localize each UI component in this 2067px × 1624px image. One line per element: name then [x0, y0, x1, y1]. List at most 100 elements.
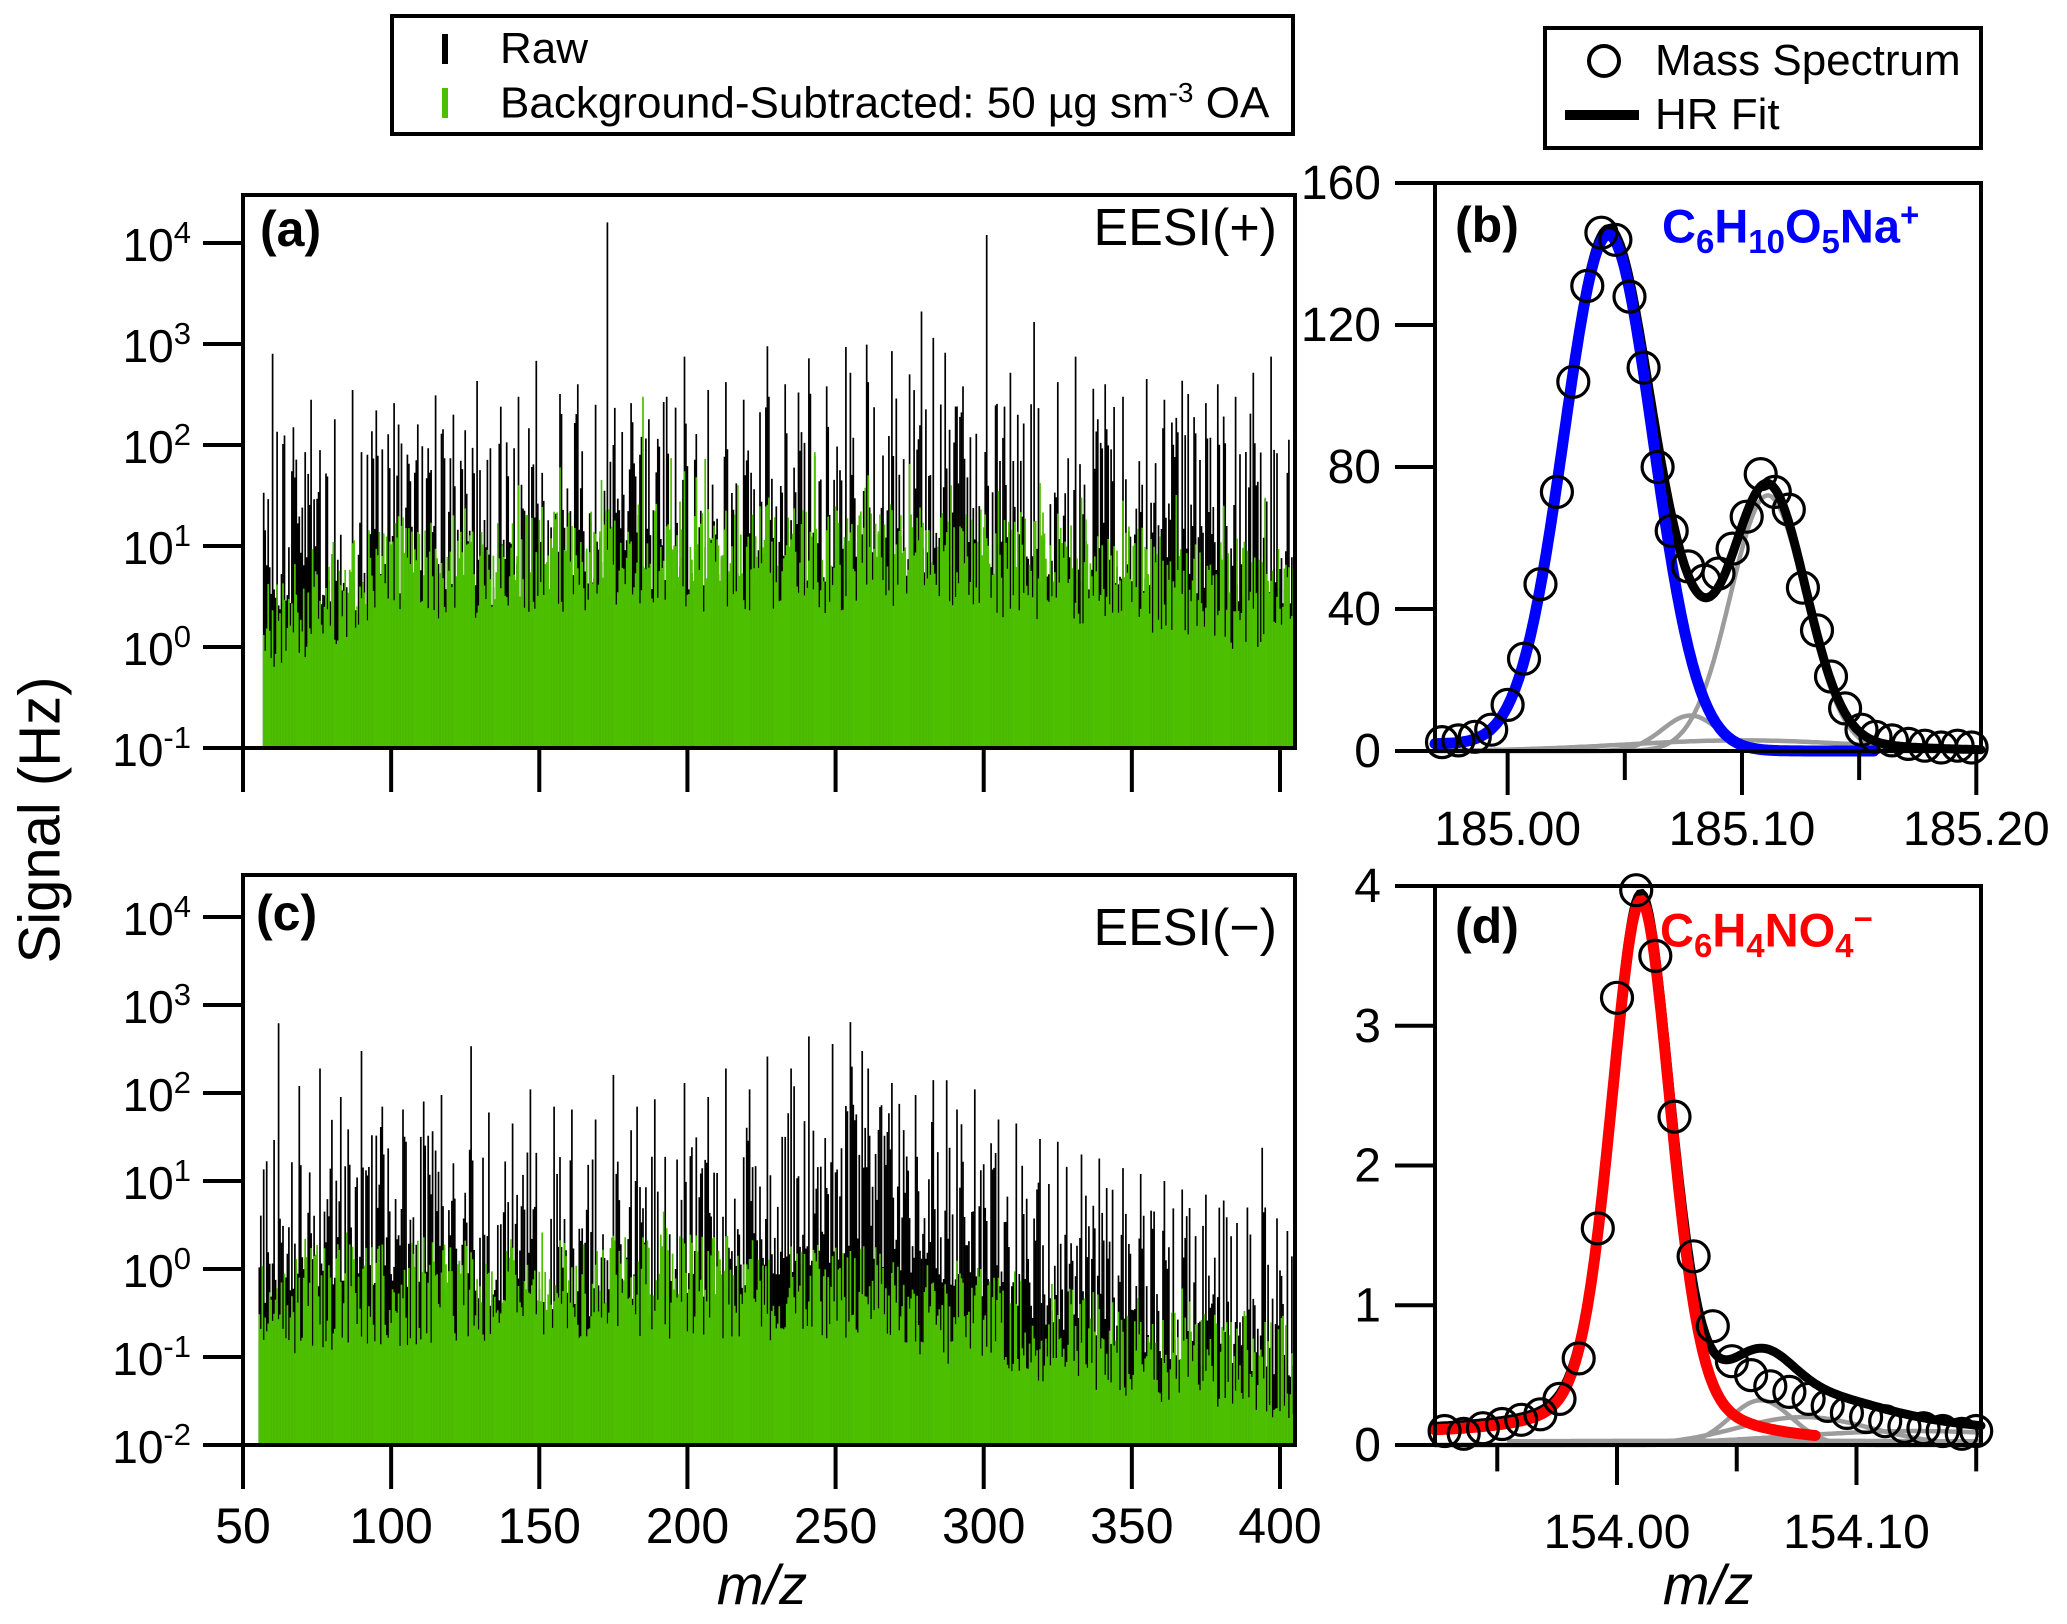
data-point — [1874, 723, 1910, 758]
legend-background-subtracted-label: Background-Subtracted: 50 µg sm-3 OA — [500, 77, 1269, 129]
y-tick-label: 101 — [123, 1153, 191, 1209]
data-point — [1506, 641, 1542, 676]
x-tick-label: 50 — [215, 1498, 271, 1554]
ion-formula-d: C6H4NO4− — [1660, 900, 1873, 965]
signal-axis-title: Signal (Hz) — [7, 676, 73, 964]
x-tick-label: 300 — [942, 1498, 1025, 1554]
hr-fit-marker-icon — [1565, 110, 1639, 120]
y-tick-label: 100 — [123, 619, 191, 675]
raw-marker-icon — [442, 34, 448, 64]
data-point — [1733, 1357, 1769, 1393]
legend-fit-box: Mass Spectrum HR Fit — [1543, 26, 1983, 150]
data-point — [1619, 873, 1654, 908]
data-point — [1829, 1395, 1865, 1431]
data-point — [1446, 1416, 1481, 1451]
x-tick-label: 185.00 — [1434, 803, 1581, 856]
data-point — [1887, 1409, 1922, 1444]
y-tick-label: 160 — [1301, 157, 1381, 210]
y-tick-label: 4 — [1354, 860, 1381, 913]
y-tick-label: 1 — [1354, 1279, 1381, 1332]
x-tick-label: 100 — [349, 1498, 432, 1554]
eesi-negative-label: EESI(−) — [1093, 899, 1278, 957]
data-point — [1654, 513, 1689, 549]
y-tick-label: 103 — [123, 316, 191, 372]
legend-bg-prefix: Background-Subtracted: 50 µg sm — [500, 78, 1169, 128]
data-point — [1785, 570, 1821, 605]
data-point — [1599, 980, 1635, 1015]
data-point — [1570, 268, 1605, 303]
formula-segment: 4 — [1835, 927, 1854, 965]
legend-bg-suffix: OA — [1193, 78, 1270, 128]
data-point — [1474, 712, 1509, 747]
panel-c-label: (c) — [256, 885, 318, 941]
data-point — [1640, 449, 1675, 485]
legend-hr-fit-label: HR Fit — [1655, 90, 1780, 139]
legend-item-mass-spectrum: Mass Spectrum — [1587, 36, 1961, 85]
y-tick-label: 102 — [123, 417, 191, 473]
panel-d-label: (d) — [1455, 898, 1519, 954]
formula-segment: − — [1853, 900, 1873, 937]
data-point — [1813, 659, 1849, 694]
data-point — [1542, 1381, 1577, 1417]
data-point — [1944, 1416, 1979, 1451]
y-tick-label: 10-1 — [112, 720, 191, 776]
data-point — [1561, 1341, 1596, 1376]
y-tick-label: 104 — [123, 215, 191, 271]
data-point — [1848, 1399, 1884, 1435]
legend-bg-superscript: -3 — [1168, 77, 1194, 109]
y-tick-label: 0 — [1354, 725, 1381, 778]
y-tick-label: 104 — [123, 889, 191, 945]
data-point — [1638, 938, 1673, 974]
formula-segment: C — [1662, 199, 1696, 253]
background-subtracted-bars-a — [262, 396, 1295, 748]
data-point — [1868, 1404, 1903, 1439]
data-point — [1827, 691, 1863, 726]
y-tick-label: 100 — [123, 1241, 191, 1297]
x-tick-label: 154.10 — [1783, 1506, 1930, 1559]
data-point — [1791, 1381, 1826, 1417]
data-point — [1539, 474, 1575, 509]
formula-segment: H — [1712, 903, 1747, 957]
y-tick-label: 10-2 — [112, 1417, 191, 1473]
mz-axis-title-left: m/z — [716, 1553, 808, 1616]
data-point — [1799, 613, 1835, 648]
y-tick-label: 120 — [1301, 299, 1381, 352]
legend-mass-spectrum-label: Mass Spectrum — [1655, 36, 1961, 85]
y-tick-label: 2 — [1354, 1140, 1381, 1193]
panel-a-label: (a) — [260, 201, 322, 257]
data-point — [1729, 499, 1764, 534]
formula-segment: 6 — [1695, 223, 1715, 261]
data-point — [1676, 1239, 1711, 1274]
x-tick-label: 350 — [1090, 1498, 1173, 1554]
x-tick-label: 400 — [1238, 1498, 1321, 1554]
mass-spectrum-points-b — [1424, 215, 1989, 765]
data-point — [1810, 1388, 1845, 1424]
y-tick-label: 40 — [1328, 583, 1381, 636]
data-point — [1626, 350, 1661, 385]
data-point — [1612, 279, 1647, 314]
formula-segment: 4 — [1746, 927, 1765, 965]
data-point — [1907, 728, 1942, 763]
y-tick-label: 10-1 — [112, 1329, 191, 1385]
y-tick-label: 3 — [1354, 1000, 1381, 1053]
data-point — [1940, 728, 1975, 763]
data-point — [1490, 687, 1525, 723]
legend-item-hr-fit: HR Fit — [1565, 90, 1780, 139]
mz-axis-title-right: m/z — [1662, 1553, 1754, 1616]
x-tick-label: 200 — [646, 1498, 729, 1554]
formula-segment: 5 — [1821, 223, 1840, 261]
background-subtracted-bars-c — [258, 1211, 1295, 1445]
ion-formula-b: C6H10O5Na+ — [1662, 196, 1919, 261]
data-point — [1954, 730, 1989, 765]
data-point — [1772, 1374, 1807, 1410]
data-point — [1598, 222, 1633, 257]
formula-segment: 6 — [1693, 927, 1713, 965]
legend-item-background-subtracted: Background-Subtracted: 50 µg sm-3 OA — [442, 77, 1269, 128]
formula-segment: Na — [1839, 199, 1900, 253]
formula-segment: N — [1764, 903, 1799, 957]
y-tick-label: 0 — [1354, 1419, 1381, 1472]
x-tick-label: 150 — [498, 1498, 581, 1554]
x-tick-label: 250 — [794, 1498, 877, 1554]
y-tick-label: 102 — [123, 1065, 191, 1121]
